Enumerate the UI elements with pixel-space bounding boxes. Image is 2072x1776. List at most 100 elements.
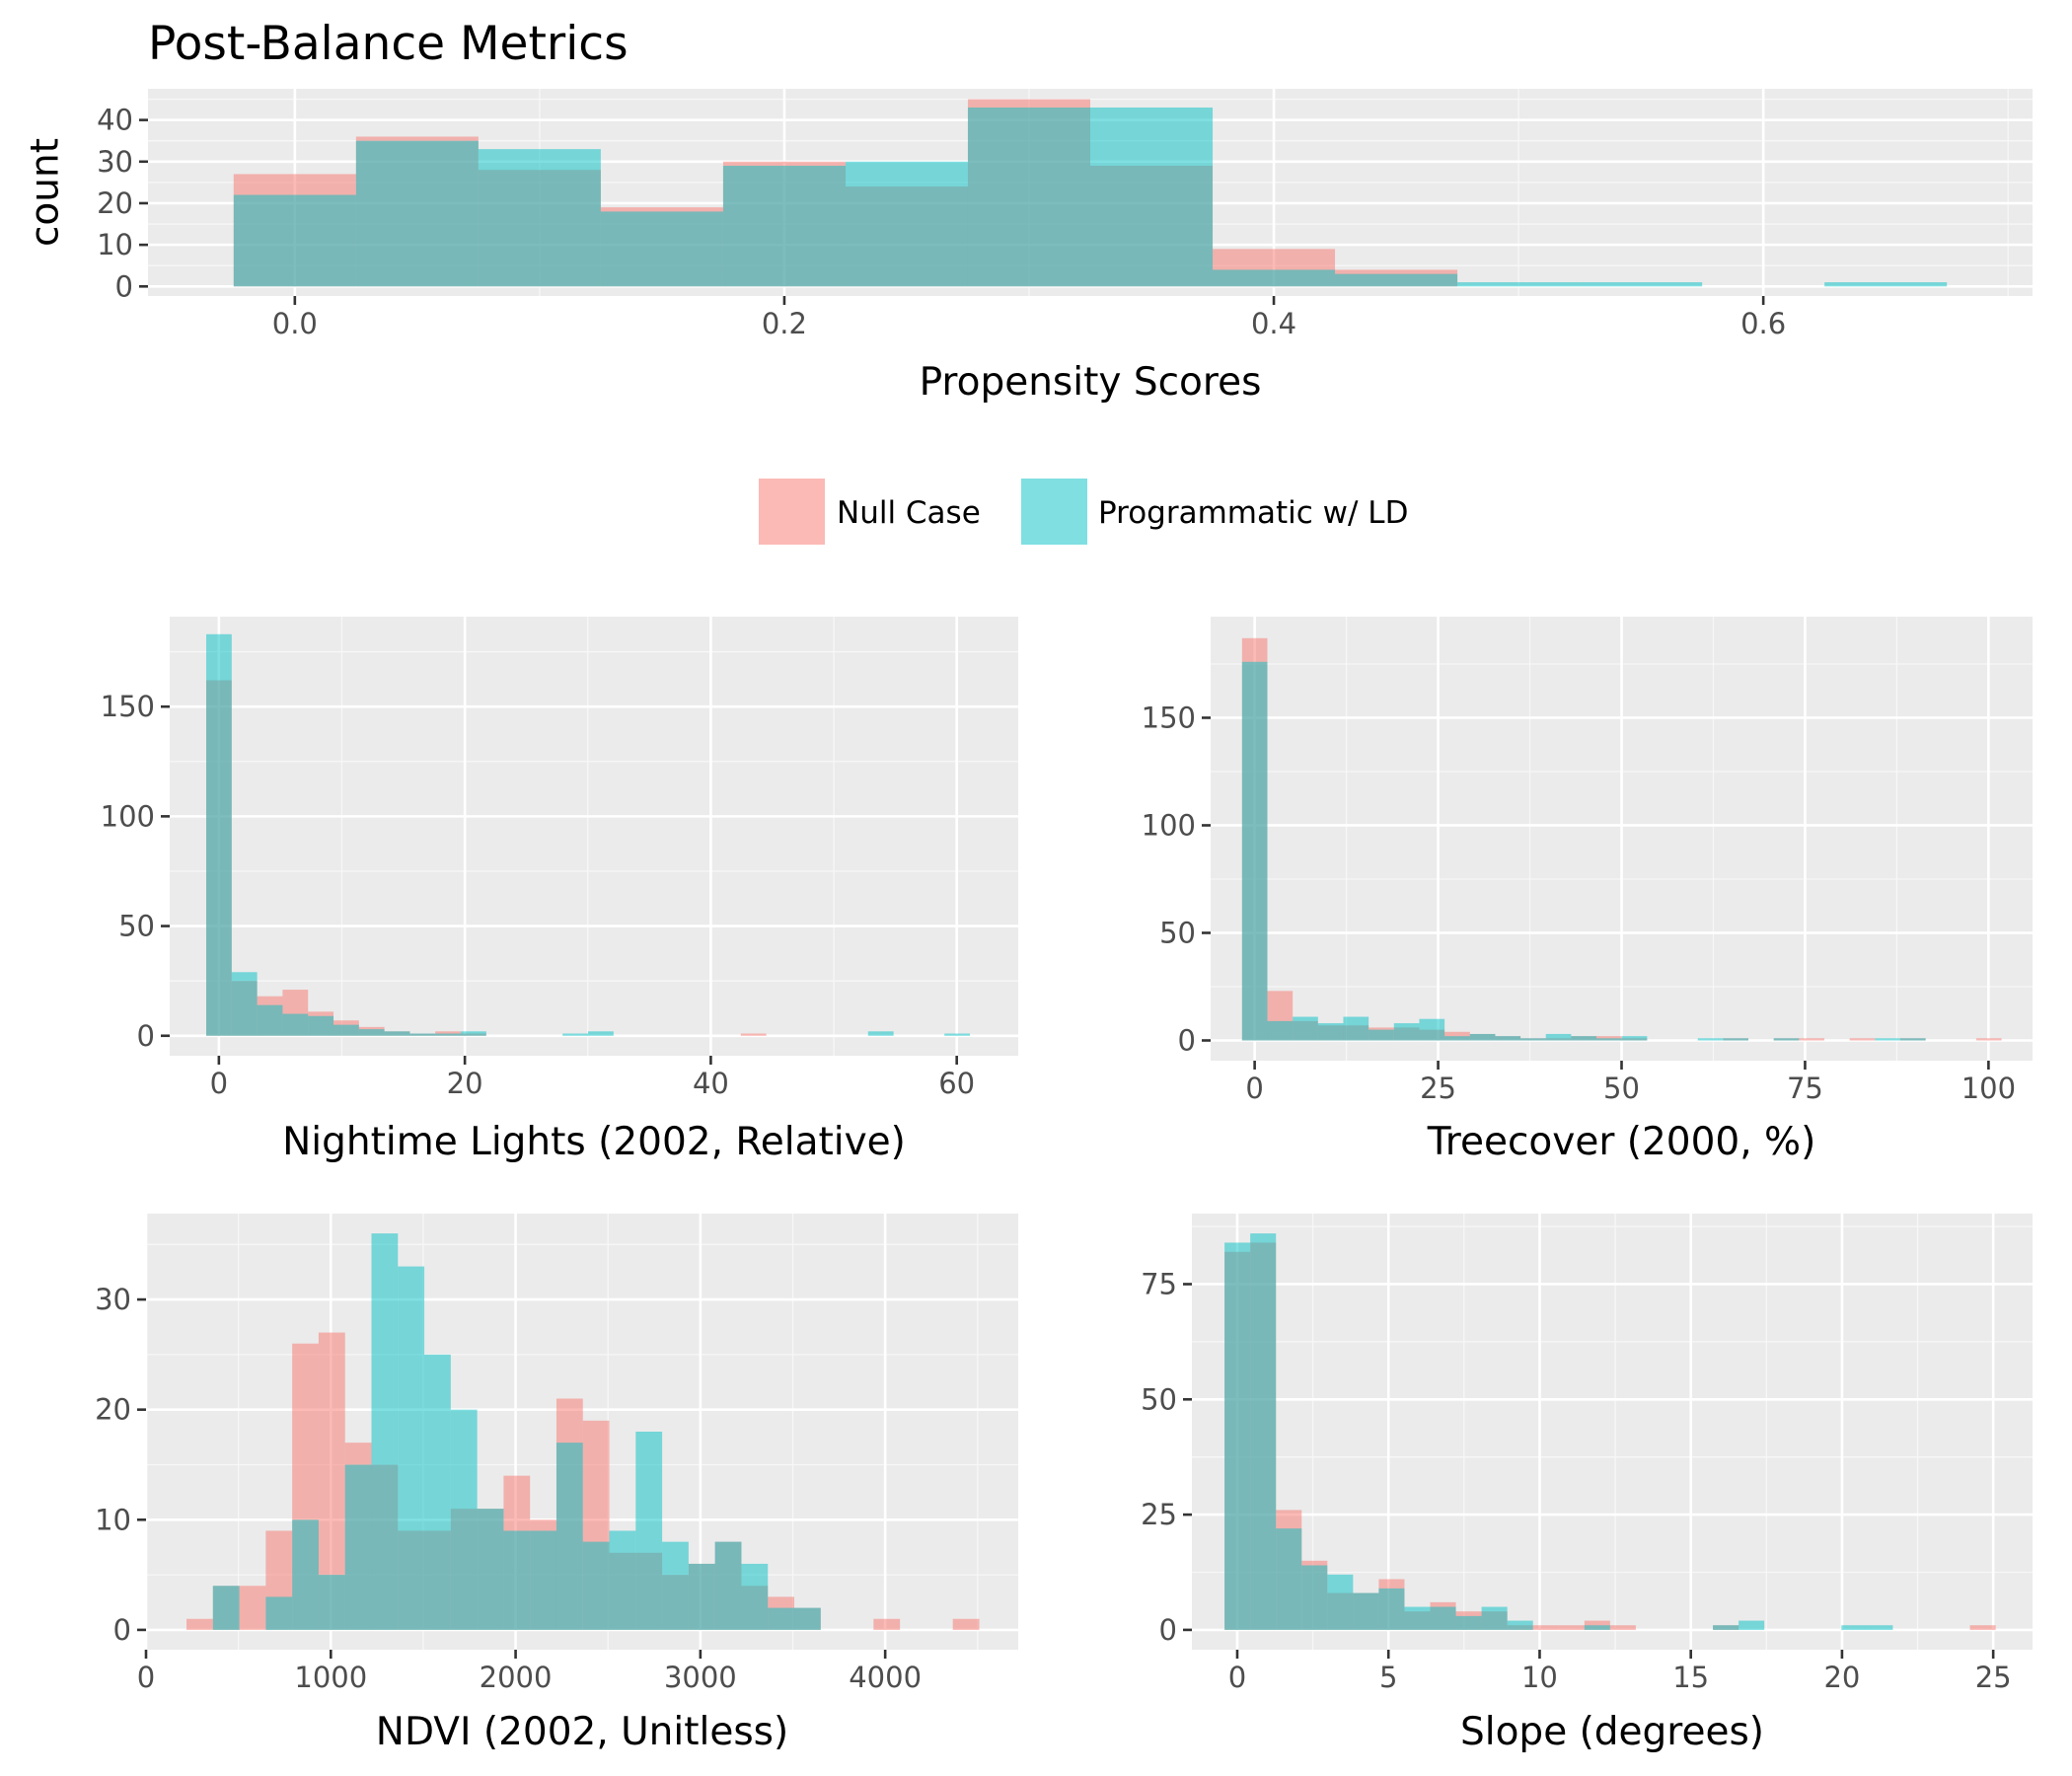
panel-nightime-lights: 0 20 40 60 0 50 100 150 Nightime Lights (2002, R…	[101, 617, 1018, 1164]
bar-programmatic	[867, 1031, 894, 1036]
bar-programmatic	[478, 149, 601, 287]
bar-programmatic	[1723, 1038, 1749, 1041]
x-tick-label: 5	[1379, 1661, 1397, 1694]
bar-programmatic	[1469, 1033, 1496, 1041]
bar-programmatic	[409, 1033, 436, 1036]
x-axis-title: Nightime Lights (2002, Relative)	[282, 1120, 906, 1164]
bar-programmatic	[1875, 1038, 1900, 1041]
bar-programmatic	[635, 1432, 663, 1630]
bar-programmatic	[424, 1354, 451, 1630]
bar-programmatic	[714, 1541, 742, 1630]
bar-programmatic	[555, 1443, 583, 1630]
bar-programmatic	[1580, 282, 1703, 287]
x-tick-label: 50	[1603, 1072, 1640, 1105]
x-tick-label: 40	[693, 1067, 729, 1100]
x-axis-title: Treecover (2000, %)	[1427, 1120, 1816, 1164]
y-tick-label: 50	[1159, 916, 1196, 949]
bar-null-case	[1558, 1625, 1585, 1630]
bar-programmatic	[600, 211, 723, 287]
bar-programmatic	[1899, 1038, 1926, 1041]
y-tick-label: 20	[97, 186, 133, 220]
bar-programmatic	[358, 1029, 385, 1036]
bar-programmatic	[1250, 1233, 1277, 1630]
y-tick-label: 40	[97, 104, 133, 137]
x-tick-label: 0	[1228, 1661, 1246, 1694]
y-tick-label: 50	[1141, 1382, 1177, 1416]
bar-programmatic	[1090, 107, 1214, 287]
bar-programmatic	[1317, 1023, 1344, 1041]
bar-programmatic	[722, 166, 846, 287]
bar-programmatic	[1327, 1574, 1354, 1630]
y-tick-label: 75	[1141, 1267, 1177, 1300]
y-tick-label: 50	[118, 910, 155, 943]
bar-null-case	[1849, 1038, 1876, 1041]
bar-programmatic	[206, 633, 232, 1036]
y-tick-label: 0	[1178, 1024, 1196, 1058]
bar-programmatic	[1713, 1625, 1739, 1630]
bar-programmatic	[1335, 273, 1458, 287]
y-tick-label: 100	[101, 799, 155, 833]
x-tick-label: 10	[1521, 1661, 1558, 1694]
bar-programmatic	[1697, 1038, 1724, 1041]
bar-programmatic	[398, 1266, 425, 1630]
x-tick-label: 0.2	[762, 307, 807, 340]
bar-programmatic	[1393, 1023, 1420, 1041]
bar-programmatic	[1267, 1020, 1294, 1041]
bar-programmatic	[292, 1519, 319, 1630]
y-tick-label: 0	[115, 269, 133, 303]
x-tick-label: 20	[1823, 1661, 1860, 1694]
bar-null-case	[1532, 1625, 1559, 1630]
y-tick-label: 10	[97, 228, 133, 261]
bar-programmatic	[1224, 1242, 1251, 1630]
bar-programmatic	[231, 972, 258, 1036]
bar-programmatic	[318, 1575, 345, 1630]
bar-programmatic	[1301, 1565, 1328, 1630]
bar-programmatic	[1596, 1038, 1622, 1041]
x-tick-label: 0.0	[272, 307, 318, 340]
bar-programmatic	[435, 1033, 462, 1036]
y-tick-label: 10	[95, 1503, 131, 1536]
bar-programmatic	[1841, 1625, 1868, 1630]
bar-programmatic	[582, 1541, 610, 1630]
x-tick-label: 15	[1672, 1661, 1709, 1694]
bar-programmatic	[282, 1013, 309, 1036]
bar-programmatic	[768, 1607, 795, 1630]
y-tick-label: 0	[113, 1613, 131, 1647]
legend-label-programmatic: Programmatic w/ LD	[1098, 495, 1408, 531]
bar-programmatic	[308, 1015, 334, 1036]
x-tick-label: 25	[1975, 1661, 2012, 1694]
bar-null-case	[186, 1618, 213, 1630]
bar-programmatic	[384, 1031, 410, 1036]
bar-programmatic	[1293, 1016, 1318, 1041]
bar-null-case	[952, 1618, 980, 1630]
bar-null-case	[740, 1033, 767, 1036]
bar-programmatic	[967, 107, 1090, 287]
x-tick-label: 1000	[294, 1661, 367, 1694]
bar-programmatic	[1621, 1036, 1648, 1041]
bar-programmatic	[333, 1024, 359, 1036]
y-tick-label: 100	[1142, 808, 1196, 842]
bar-programmatic	[355, 140, 479, 287]
x-tick-label: 0.4	[1251, 307, 1296, 340]
panel-slope: 0 5 10 15 20 25 0 25 50 75 Slope (degrees)	[1141, 1214, 2033, 1754]
bar-programmatic	[741, 1563, 769, 1630]
bar-programmatic	[1584, 1625, 1610, 1630]
x-tick-label: 2000	[480, 1661, 553, 1694]
legend-key-null-case	[759, 479, 825, 545]
bar-programmatic	[688, 1563, 715, 1630]
bar-programmatic	[1867, 1625, 1893, 1630]
legend-label-null-case: Null Case	[837, 495, 981, 531]
bar-programmatic	[1353, 1592, 1379, 1630]
bar-programmatic	[1213, 269, 1336, 287]
panel-treecover: 0 25 50 75 100 0 50 100 150 Treecover (2000, %)	[1142, 617, 2033, 1164]
y-tick-label: 150	[101, 690, 155, 723]
x-axis-title: Slope (degrees)	[1460, 1710, 1764, 1754]
bar-programmatic	[1457, 282, 1581, 287]
y-tick-label: 30	[97, 145, 133, 179]
bar-programmatic	[1343, 1016, 1369, 1041]
x-tick-label: 0	[210, 1067, 228, 1100]
bar-programmatic	[1773, 1038, 1800, 1041]
x-tick-label: 60	[938, 1067, 975, 1100]
plot-title: Post-Balance Metrics	[148, 17, 629, 71]
